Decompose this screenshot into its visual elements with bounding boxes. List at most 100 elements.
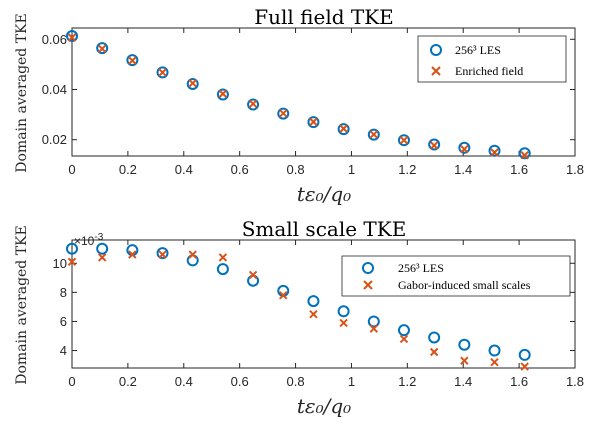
y-axis-label: Domain averaged TKE <box>14 13 30 172</box>
data-point-x <box>399 334 409 344</box>
data-point-x <box>520 362 529 371</box>
y-tick-label: 0.06 <box>42 32 67 47</box>
y-tick-label: 0.04 <box>42 82 67 97</box>
x-tick-label: 1.4 <box>454 374 472 389</box>
exponent-power: -3 <box>94 232 103 243</box>
data-point-x <box>339 124 348 133</box>
x-tick-label: 1.4 <box>454 162 472 177</box>
x-tick-label: 0.4 <box>175 374 193 389</box>
data-point-x <box>490 148 499 157</box>
data-point-x <box>339 318 348 328</box>
data-point-circle <box>397 324 410 337</box>
data-point-circle <box>216 263 229 276</box>
chart-small-scale: Small scale TKE Domain averaged TKE tε₀/… <box>14 217 584 418</box>
data-point-circle <box>458 338 471 351</box>
data-point-x <box>309 117 318 127</box>
data-point-circle <box>66 242 78 255</box>
data-marks <box>66 30 531 160</box>
data-point-x <box>218 253 228 262</box>
data-point-x <box>128 250 137 259</box>
x-tick-label: 0 <box>68 374 75 389</box>
data-point-circle <box>518 147 531 160</box>
y-tick-label: 6 <box>60 314 67 329</box>
data-point-x <box>128 56 137 65</box>
x-tick-label: 0 <box>68 162 75 177</box>
chart-title: Full field TKE <box>254 5 394 29</box>
data-point-circle <box>277 107 290 120</box>
data-point-x <box>369 324 379 333</box>
data-point-circle <box>126 54 139 67</box>
chart-title: Small scale TKE <box>242 217 407 241</box>
legend-marker-les <box>362 262 374 274</box>
data-point-x <box>429 347 439 357</box>
legend: 256³ LES Enriched field <box>417 35 567 83</box>
x-tick-label: 0.6 <box>231 374 249 389</box>
y-axis-exponent: ×10-3 <box>74 232 104 248</box>
data-point-circle <box>337 305 350 318</box>
data-point-circle <box>367 128 380 141</box>
data-marks <box>66 242 531 371</box>
x-tick-label: 1.2 <box>398 162 416 177</box>
data-point-x <box>309 309 318 319</box>
data-point-x <box>460 356 469 365</box>
x-tick-label: 1 <box>348 162 355 177</box>
data-point-x <box>520 151 529 160</box>
plot-area <box>71 239 576 369</box>
axis-ticks: 0 0.2 0.4 0.6 0.8 1 1.2 1.4 1.6 1.8 0.02 0.04 0.06 <box>42 28 584 177</box>
y-tick-label: 10 <box>53 256 67 271</box>
data-point-x <box>460 145 469 154</box>
x-tick-label: 0.8 <box>287 374 305 389</box>
plot-area <box>71 27 576 157</box>
data-point-x <box>248 99 258 109</box>
data-point-x <box>158 250 167 259</box>
legend-label-enriched: Enriched field <box>455 64 523 78</box>
x-tick-label: 0.6 <box>231 162 249 177</box>
legend-marker-les <box>430 44 442 56</box>
data-point-circle <box>488 344 501 357</box>
data-point-x <box>279 291 288 300</box>
data-point-circle <box>367 315 380 328</box>
x-tick-label: 0.2 <box>119 162 137 177</box>
x-axis-label: tε₀/q₀ <box>297 394 351 418</box>
data-point-x <box>399 135 409 145</box>
legend-box <box>417 35 567 83</box>
legend-label-les: 256³ LES <box>398 261 444 275</box>
x-tick-label: 1.8 <box>566 162 584 177</box>
data-point-x <box>97 253 107 262</box>
data-point-circle <box>156 247 169 260</box>
x-tick-label: 0.4 <box>175 162 193 177</box>
data-point-circle <box>96 42 109 55</box>
data-point-circle <box>66 30 78 43</box>
data-point-circle <box>428 331 441 344</box>
data-point-circle <box>96 242 109 255</box>
data-point-circle <box>156 66 169 79</box>
data-point-x <box>158 68 167 77</box>
x-tick-label: 1.2 <box>398 374 416 389</box>
y-tick-label: 0.02 <box>42 132 67 147</box>
data-point-x <box>218 89 228 98</box>
data-point-circle <box>307 295 320 308</box>
y-axis-label: Domain averaged TKE <box>14 225 30 384</box>
x-tick-label: 1.6 <box>510 162 528 177</box>
data-point-circle <box>337 123 350 136</box>
data-point-x <box>67 33 77 42</box>
chart-full-field: Full field TKE Domain averaged TKE tε₀/q… <box>14 5 584 206</box>
data-point-circle <box>428 138 441 151</box>
x-tick-label: 1.6 <box>510 374 528 389</box>
data-point-x <box>188 250 197 259</box>
x-tick-label: 0.2 <box>119 374 137 389</box>
x-tick-label: 1 <box>348 374 355 389</box>
legend-box <box>341 255 571 297</box>
data-point-circle <box>488 144 501 157</box>
data-point-circle <box>186 77 199 90</box>
data-point-x <box>67 257 77 267</box>
data-point-circle <box>247 98 260 111</box>
y-tick-label: 8 <box>60 285 67 300</box>
x-tick-label: 1.8 <box>566 374 584 389</box>
x-tick-label: 0.8 <box>287 162 305 177</box>
data-point-x <box>188 79 197 88</box>
data-point-circle <box>397 134 410 147</box>
legend-marker-gabor <box>363 280 373 290</box>
legend-marker-enriched <box>431 66 441 76</box>
